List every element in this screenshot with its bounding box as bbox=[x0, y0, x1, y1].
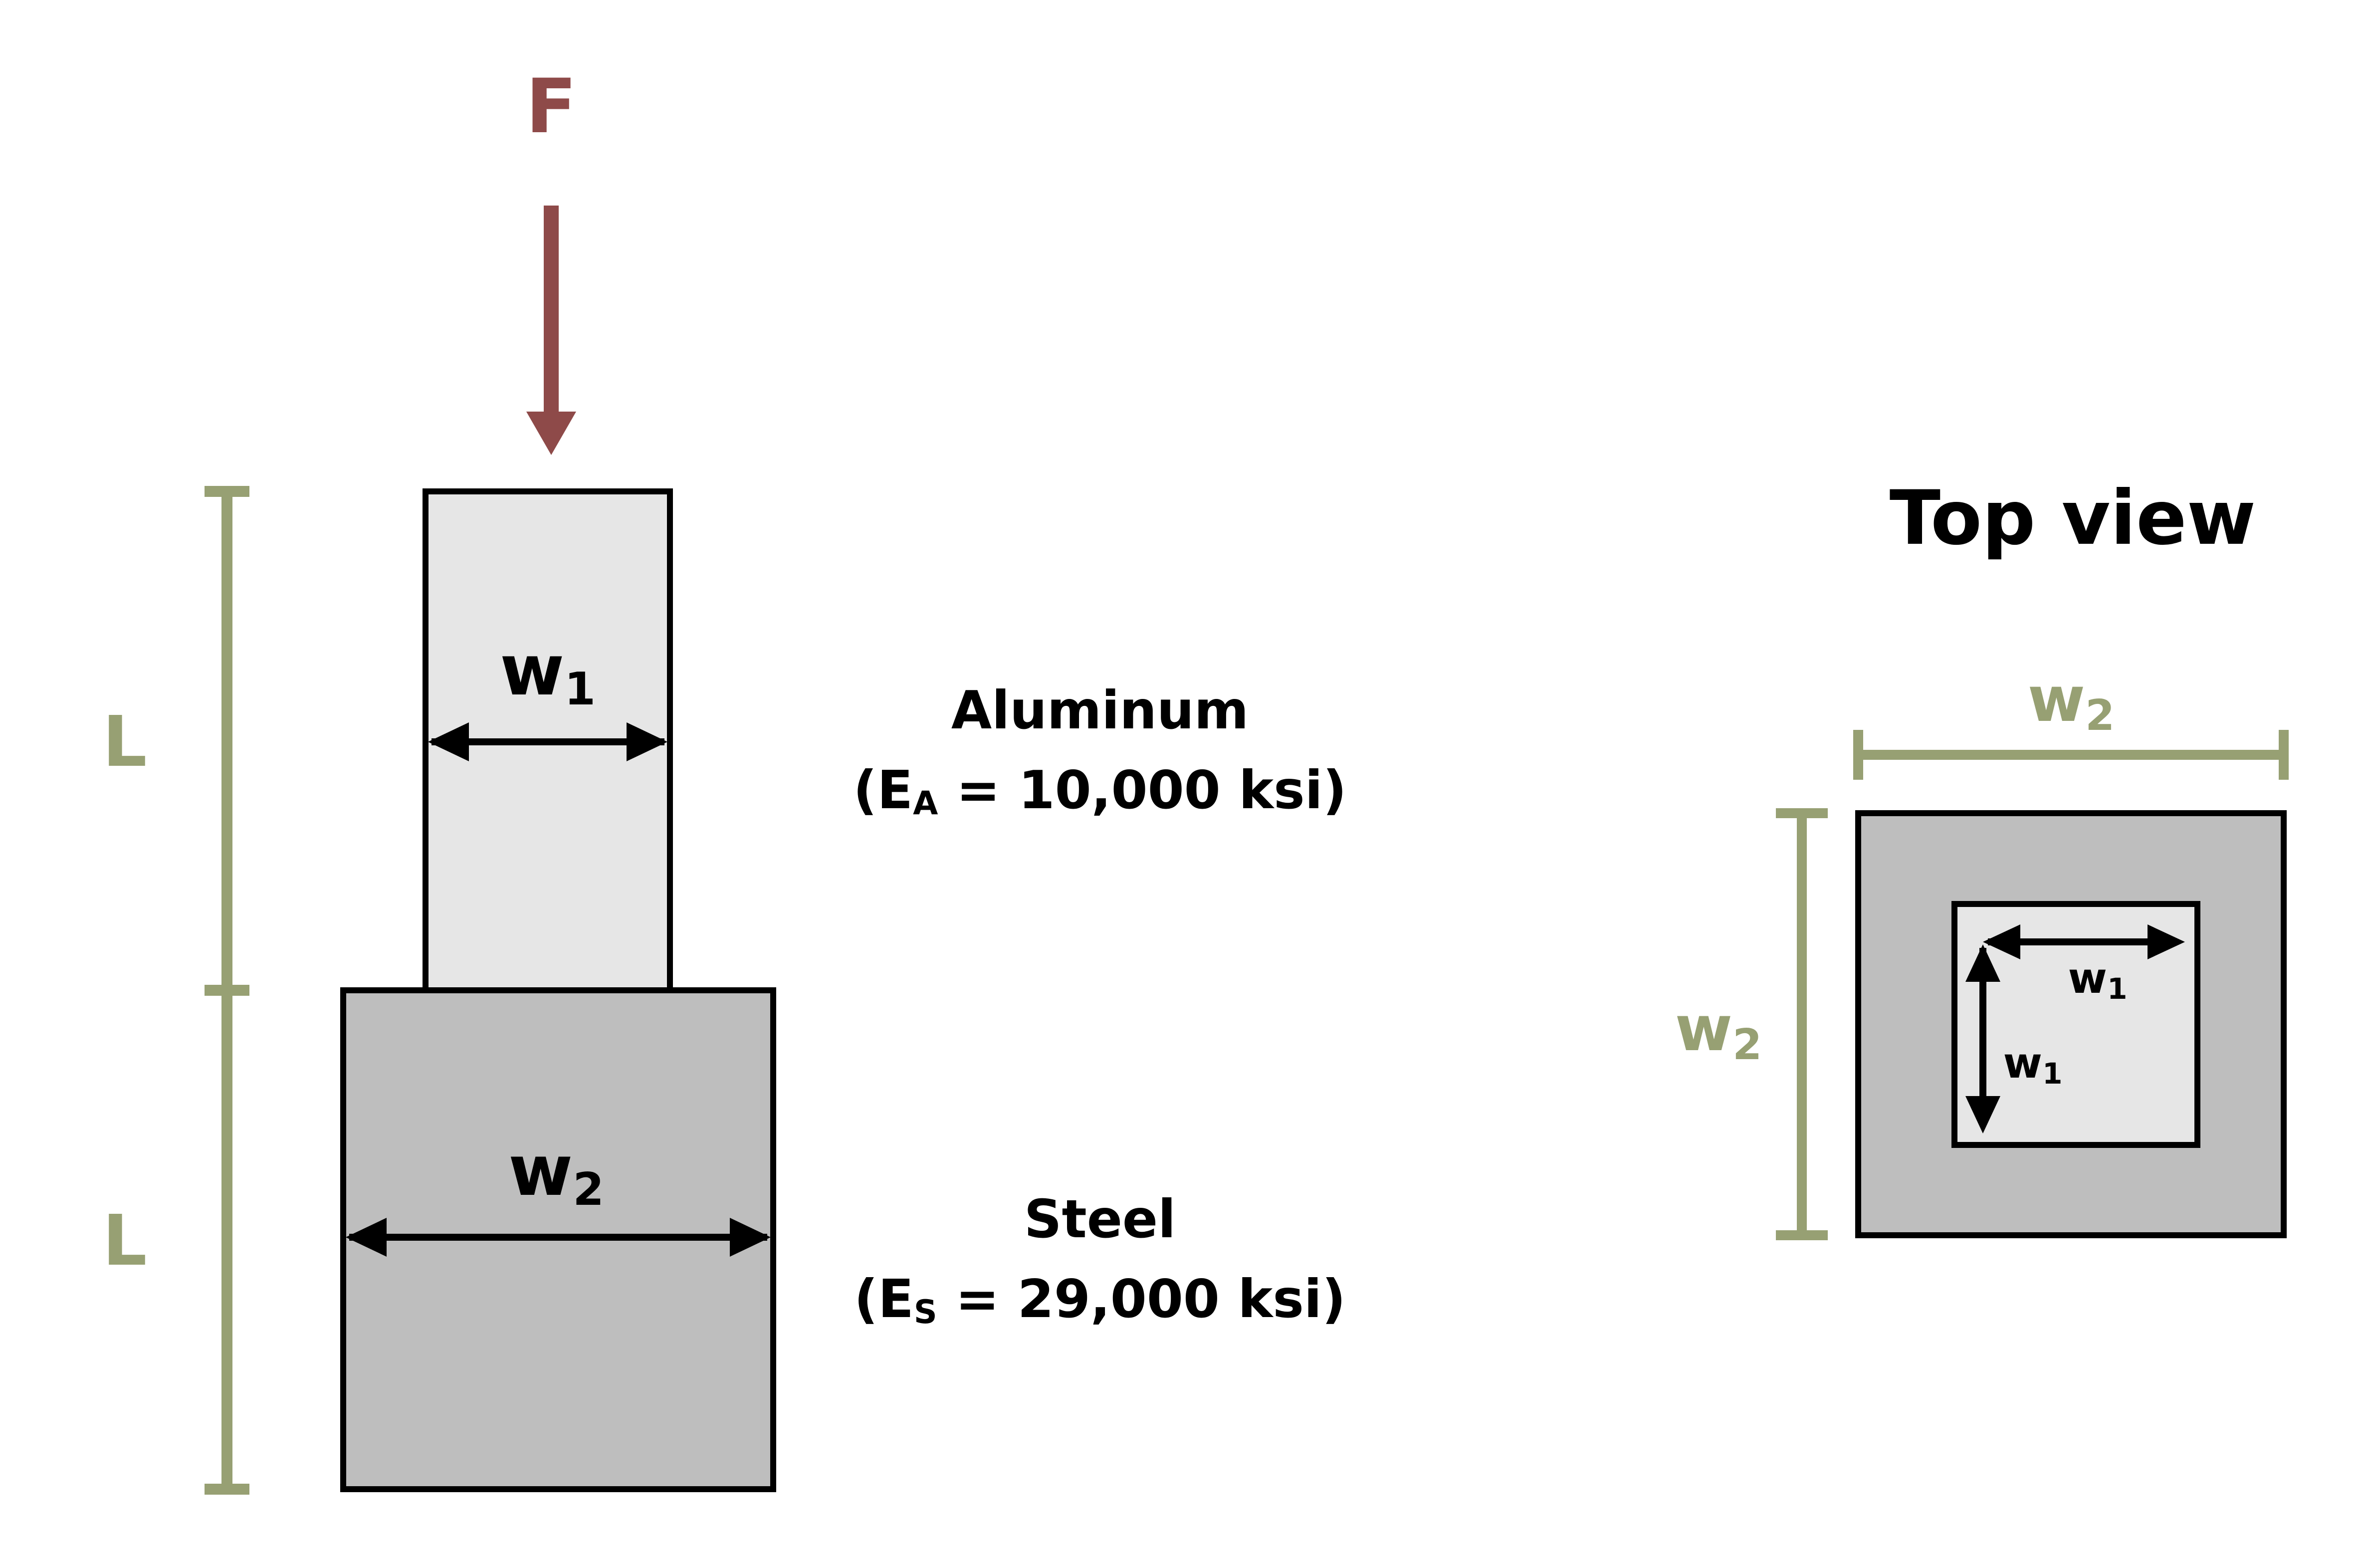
steel-width-subscript: 2 bbox=[573, 1163, 604, 1216]
length-dimension bbox=[205, 486, 249, 1495]
aluminum-width-arrowheads bbox=[428, 722, 667, 761]
left-outer-width-subscript: 2 bbox=[1732, 1020, 1762, 1070]
steel-width-arrowheads bbox=[346, 1218, 771, 1257]
inner-v-width-subscript: 1 bbox=[2042, 1057, 2062, 1091]
inner-h-width-symbol: w bbox=[2068, 954, 2108, 1003]
steel-width-label: w2 bbox=[508, 1130, 604, 1216]
top-view-inner-horizontal-arrowhead bbox=[2148, 924, 2185, 959]
steel-width-symbol: w bbox=[508, 1130, 573, 1212]
top-view-inner-corner-arrowhead-right bbox=[1983, 924, 2020, 959]
top-view-inner-width-label-vertical: w1 bbox=[2003, 1039, 2063, 1091]
aluminum-modulus-subscript: A bbox=[913, 785, 938, 822]
top-view-outer-width-label-top: w2 bbox=[2028, 664, 2115, 740]
inner-h-width-subscript: 1 bbox=[2107, 972, 2127, 1006]
steel-modulus-value: = 29,000 ksi) bbox=[937, 1269, 1346, 1330]
aluminum-modulus-label: (EA = 10,000 ksi) bbox=[853, 760, 1346, 822]
force-arrow: F bbox=[526, 63, 577, 455]
steel-modulus-subscript: S bbox=[914, 1294, 937, 1331]
top-outer-width-subscript: 2 bbox=[2085, 691, 2115, 740]
top-view-inner-corner-arrowhead-up bbox=[1965, 944, 2000, 982]
top-outer-width-symbol: w bbox=[2028, 664, 2085, 736]
top-view-inner-vertical-arrowhead bbox=[1965, 1096, 2000, 1133]
top-view-inner-width-label-horizontal: w1 bbox=[2068, 954, 2128, 1006]
aluminum-material-label: Aluminum bbox=[951, 680, 1249, 741]
aluminum-width-symbol: w bbox=[500, 630, 564, 711]
force-label: F bbox=[526, 63, 577, 150]
aluminum-width-subscript: 1 bbox=[564, 663, 596, 715]
steel-modulus-open: (E bbox=[854, 1269, 914, 1330]
aluminum-modulus-value: = 10,000 ksi) bbox=[938, 760, 1346, 821]
aluminum-width-label: w1 bbox=[500, 630, 596, 715]
top-view-horizontal-dimension bbox=[1853, 730, 2289, 780]
steel-material-label: Steel bbox=[1024, 1189, 1176, 1250]
inner-v-width-symbol: w bbox=[2003, 1039, 2043, 1088]
lower-length-label: L bbox=[102, 1200, 147, 1282]
force-arrow-head bbox=[526, 412, 576, 455]
steel-modulus-label: (ES = 29,000 ksi) bbox=[854, 1269, 1346, 1331]
top-view-outer-width-label-left: w2 bbox=[1675, 993, 1762, 1070]
aluminum-modulus-open: (E bbox=[853, 760, 913, 821]
upper-length-label: L bbox=[102, 701, 147, 783]
top-view-vertical-dimension bbox=[1776, 808, 1828, 1240]
top-view-title: Top view bbox=[1890, 475, 2256, 562]
left-outer-width-symbol: w bbox=[1675, 993, 1732, 1065]
